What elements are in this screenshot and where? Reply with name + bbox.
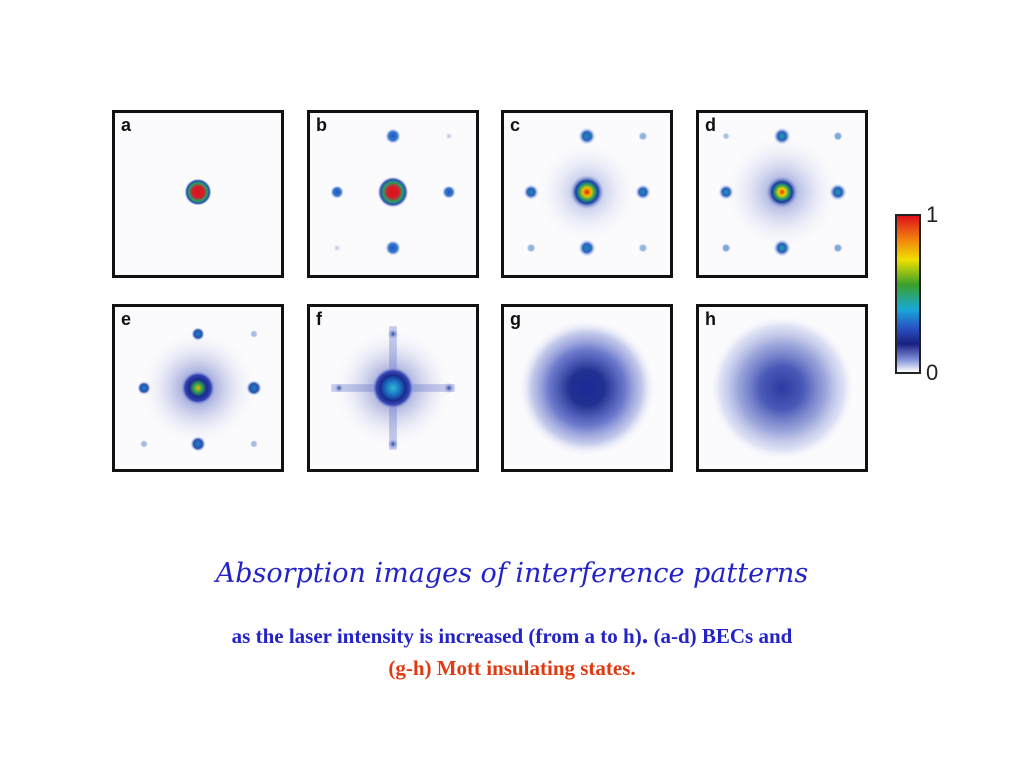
panel-c: c — [501, 110, 673, 278]
absorption-image-h — [708, 314, 856, 462]
colorbar — [895, 214, 921, 374]
caption-line-2: (g-h) Mott insulating states. — [388, 656, 636, 680]
panel-g: g — [501, 304, 673, 472]
colorbar-max-label: 1 — [926, 202, 939, 227]
panel-f: f — [307, 304, 479, 472]
panel-a: a — [112, 110, 284, 278]
figure: a b — [100, 100, 950, 490]
panel-label-e: e — [121, 309, 132, 329]
colorbar-min-label: 0 — [926, 360, 939, 385]
panel-label-h: h — [705, 309, 716, 329]
panel-label-d: d — [705, 115, 716, 135]
panel-label-b: b — [316, 115, 327, 135]
panel-h: h — [696, 304, 868, 472]
absorption-image-c — [523, 127, 651, 257]
absorption-image-d — [718, 127, 847, 257]
absorption-image-g — [517, 318, 657, 458]
caption-line-1: as the laser intensity is increased (fro… — [0, 620, 1024, 650]
absorption-image-a — [184, 178, 212, 206]
absorption-image-f — [331, 326, 455, 450]
absorption-image-e — [137, 327, 262, 452]
panel-e: e — [112, 304, 284, 472]
panel-label-g: g — [510, 309, 521, 329]
caption-line-1-part-1: as the laser intensity is increased (fro… — [231, 624, 642, 648]
panel-label-f: f — [316, 309, 322, 329]
panel-label-a: a — [121, 115, 132, 135]
absorption-image-b — [330, 128, 456, 256]
caption-separator: . — [641, 620, 649, 649]
caption-title: Absorption images of interference patter… — [215, 558, 809, 589]
caption-line-1-part-2: (a-d) BECs and — [648, 624, 793, 648]
panel-d: d — [696, 110, 868, 278]
panel-label-c: c — [510, 115, 521, 135]
panel-b: b — [307, 110, 479, 278]
